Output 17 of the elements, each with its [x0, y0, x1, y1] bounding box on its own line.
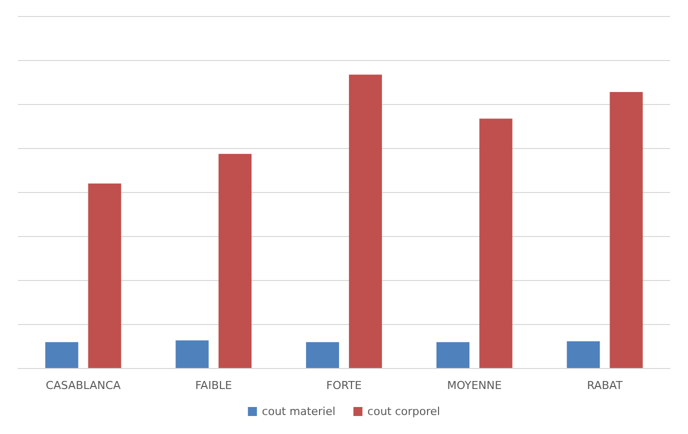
bar	[479, 118, 512, 368]
bar	[436, 342, 470, 368]
bar	[88, 183, 122, 368]
bar	[45, 342, 78, 368]
bar	[566, 341, 600, 368]
x-tick-label: FORTE	[326, 379, 362, 392]
x-tick-label: CASABLANCA	[46, 379, 122, 392]
bar	[306, 342, 340, 368]
legend-label: cout materiel	[262, 405, 336, 418]
bar	[176, 340, 209, 368]
bar	[348, 74, 382, 368]
bar	[610, 92, 643, 368]
x-tick-label: RABAT	[586, 379, 623, 392]
x-tick-label: FAIBLE	[195, 379, 232, 392]
x-tick-label: MOYENNE	[447, 379, 502, 392]
legend-label: cout corporel	[367, 405, 440, 418]
bar	[218, 154, 252, 368]
